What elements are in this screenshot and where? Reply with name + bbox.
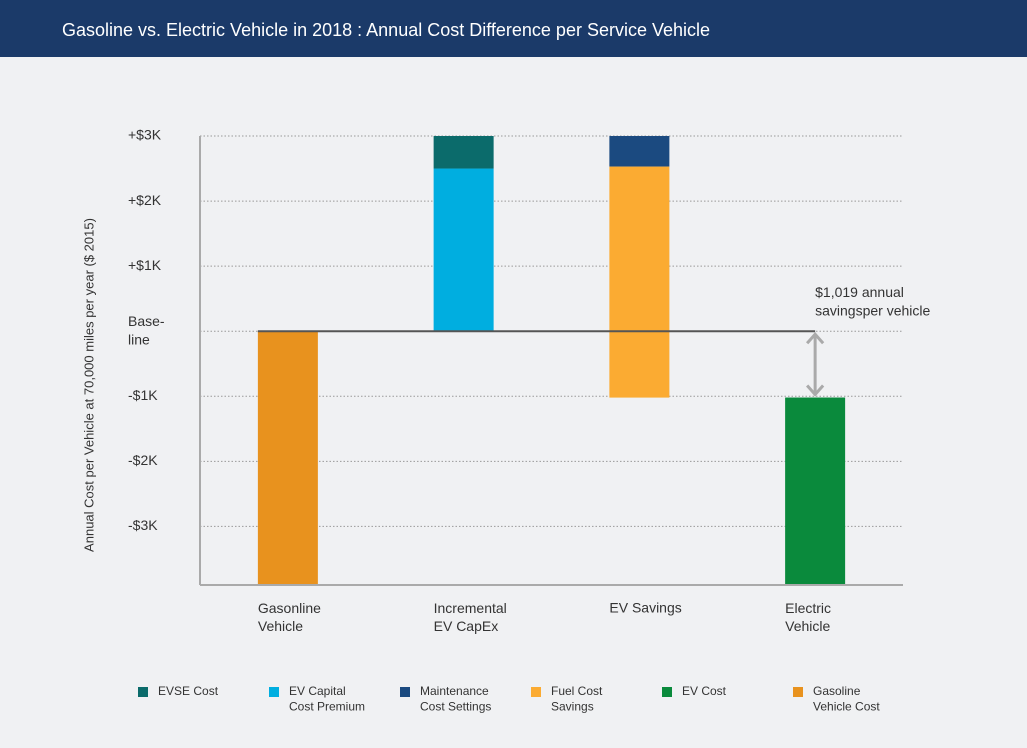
legend-swatch: [793, 687, 803, 697]
legend-swatch: [531, 687, 541, 697]
bar: [433, 136, 494, 169]
header: [0, 0, 1027, 57]
y-tick-label: +$3K: [128, 127, 162, 143]
bar: [257, 331, 318, 585]
legend-label: EVSE Cost: [158, 684, 219, 698]
bar: [785, 397, 846, 585]
text-line: line: [128, 331, 150, 347]
y-axis-label: Annual Cost per Vehicle at 70,000 miles …: [81, 218, 96, 552]
text-line: Vehicle: [785, 618, 830, 634]
legend-swatch: [662, 687, 672, 697]
y-tick-label: -$2K: [128, 452, 158, 468]
legend-label: Gasoline Vehicle Cost: [813, 684, 880, 714]
arrow-head: [806, 331, 825, 345]
legend-swatch: [400, 687, 410, 697]
text-line: Cost Settings: [420, 700, 491, 714]
text-line: EV CapEx: [434, 618, 499, 634]
legend-label: Fuel Cost Savings: [551, 684, 603, 714]
x-tick-label: Electric Vehicle: [785, 600, 831, 634]
x-tick-label: Gasonline Vehicle: [258, 600, 321, 634]
y-tick-label: +$2K: [128, 192, 162, 208]
text-line: Maintenance: [420, 684, 489, 698]
y-tick-label: +$1K: [128, 257, 162, 273]
legend-label: EV Capital Cost Premium: [289, 684, 365, 714]
bar: [433, 168, 494, 332]
y-tick-label: Base-line: [128, 313, 165, 347]
text-line: Vehicle Cost: [813, 700, 880, 714]
text-line: Vehicle: [258, 618, 303, 634]
text-line: Incremental: [434, 600, 507, 616]
text-line: Savings: [551, 700, 594, 714]
text-line: Fuel Cost: [551, 684, 603, 698]
text-line: Gasoline: [813, 684, 861, 698]
legend-swatch: [269, 687, 279, 697]
chart-title: Gasoline vs. Electric Vehicle in 2018 : …: [62, 20, 710, 40]
x-tick-label: EV Savings: [609, 600, 681, 616]
text-line: savingsper vehicle: [815, 302, 930, 318]
text-line: Gasonline: [258, 600, 321, 616]
arrow-head: [806, 384, 825, 397]
bar: [609, 166, 670, 398]
text-line: Base-: [128, 313, 165, 329]
legend-label: Maintenance Cost Settings: [420, 684, 491, 714]
text-line: Electric: [785, 600, 831, 616]
legend-label: EV Cost: [682, 684, 727, 698]
text-line: EV Capital: [289, 684, 346, 698]
text-line: $1,019 annual: [815, 284, 904, 300]
bar: [609, 136, 670, 167]
y-tick-label: -$1K: [128, 387, 158, 403]
y-tick-label: -$3K: [128, 517, 158, 533]
annotation: $1,019 annual savingsper vehicle: [815, 284, 930, 318]
legend-swatch: [138, 687, 148, 697]
text-line: Cost Premium: [289, 700, 365, 714]
x-tick-label: Incremental EV CapEx: [434, 600, 507, 634]
